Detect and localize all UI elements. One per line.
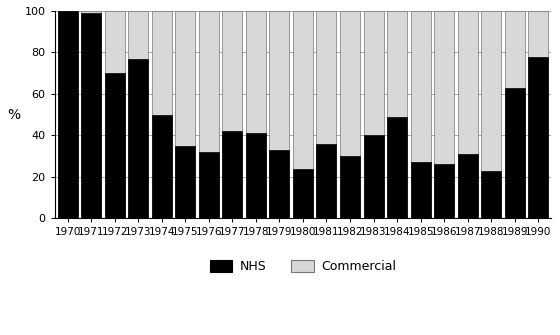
Bar [410, 162, 431, 218]
Bar [222, 11, 242, 218]
Bar [505, 88, 525, 218]
Bar [199, 11, 219, 218]
Bar [175, 11, 195, 218]
Bar [81, 11, 101, 218]
Bar [293, 169, 313, 218]
Bar [363, 11, 384, 218]
Bar [269, 150, 290, 218]
Bar [222, 131, 242, 218]
Bar [410, 11, 431, 218]
Y-axis label: %: % [7, 108, 20, 122]
Bar [105, 73, 125, 218]
Bar [481, 171, 501, 218]
Bar [528, 57, 548, 218]
Bar [128, 59, 148, 218]
Bar [58, 11, 78, 218]
Bar [340, 156, 360, 218]
Bar [58, 11, 78, 218]
Bar [434, 164, 454, 218]
Bar [246, 133, 266, 218]
Bar [458, 154, 478, 218]
Bar [458, 11, 478, 218]
Bar [175, 146, 195, 218]
Bar [246, 11, 266, 218]
Bar [363, 135, 384, 218]
Bar [199, 152, 219, 218]
Bar [81, 13, 101, 218]
Legend: NHS, Commercial: NHS, Commercial [204, 255, 402, 278]
Bar [152, 115, 172, 218]
Bar [387, 11, 407, 218]
Bar [105, 11, 125, 218]
Bar [316, 11, 337, 218]
Bar [481, 11, 501, 218]
Bar [387, 117, 407, 218]
Bar [316, 144, 337, 218]
Bar [528, 11, 548, 218]
Bar [269, 11, 290, 218]
Bar [128, 11, 148, 218]
Bar [152, 11, 172, 218]
Bar [434, 11, 454, 218]
Bar [293, 11, 313, 218]
Bar [505, 11, 525, 218]
Bar [340, 11, 360, 218]
